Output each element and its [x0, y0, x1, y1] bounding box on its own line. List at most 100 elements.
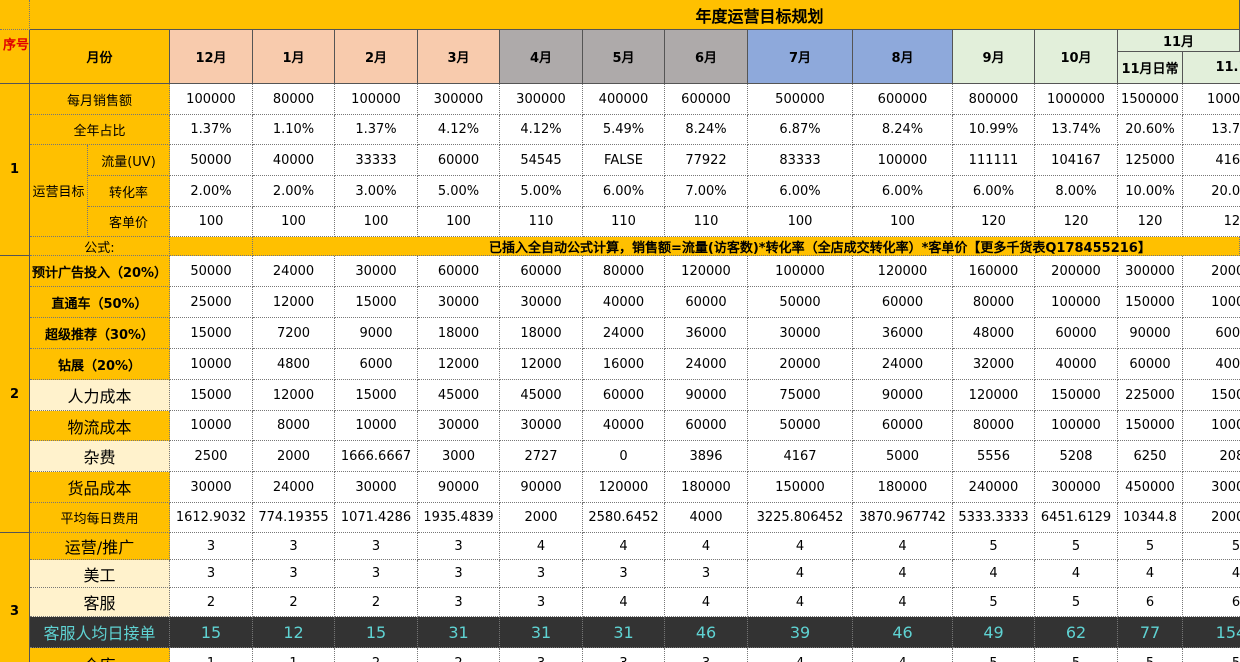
value-cell: 240000 [953, 472, 1035, 503]
value-cell: 90000 [665, 380, 748, 411]
value-cell: 41667 [1183, 145, 1240, 176]
value-cell: 3 [665, 560, 748, 588]
value-cell: 4 [665, 533, 748, 560]
value-cell: 6.00% [853, 176, 953, 207]
value-cell: 4 [748, 648, 853, 662]
value-cell: 36000 [665, 318, 748, 349]
value-cell: 450000 [1118, 472, 1183, 503]
value-cell: 15000 [170, 380, 253, 411]
value-cell: 3 [170, 533, 253, 560]
value-cell: 15000 [335, 380, 418, 411]
value-cell: 100 [418, 207, 500, 237]
month-cell: 6月 [665, 30, 748, 84]
value-cell: 4 [1118, 560, 1183, 588]
value-cell: 32000 [953, 349, 1035, 380]
row-label: 货品成本 [30, 472, 170, 503]
value-cell: 20.60% [1118, 115, 1183, 145]
value-cell: 30000 [748, 318, 853, 349]
value-cell: 4 [1035, 560, 1118, 588]
month-cell: 3月 [418, 30, 500, 84]
value-cell: 774.19355 [253, 503, 335, 533]
value-cell: 10.00% [1118, 176, 1183, 207]
value-cell: 15000 [335, 287, 418, 318]
value-cell: 200000 [1035, 256, 1118, 287]
row-label: 美工 [30, 560, 170, 588]
value-cell: 3000 [418, 441, 500, 472]
value-cell: 150000 [1183, 380, 1240, 411]
value-cell: 40000 [1035, 349, 1118, 380]
value-cell: 125000 [1118, 145, 1183, 176]
month-cell: 4月 [500, 30, 583, 84]
value-cell: 4.12% [418, 115, 500, 145]
month-cell: 5月 [583, 30, 665, 84]
value-cell: 40000 [583, 287, 665, 318]
nov-header: 11月 [1118, 30, 1240, 52]
value-cell: 3870.967742 [853, 503, 953, 533]
value-cell: 39 [748, 617, 853, 648]
value-cell: 60000 [1035, 318, 1118, 349]
value-cell: 3 [253, 560, 335, 588]
month-cell: 1月 [253, 30, 335, 84]
value-cell: 6250 [1118, 441, 1183, 472]
row-label: 超级推荐（30%） [30, 318, 170, 349]
value-cell: 2000 [500, 503, 583, 533]
value-cell: 120000 [953, 380, 1035, 411]
value-cell: 33333 [335, 145, 418, 176]
value-cell: 4 [583, 533, 665, 560]
value-cell: 60000 [500, 256, 583, 287]
month-cell: 9月 [953, 30, 1035, 84]
value-cell: 8.24% [665, 115, 748, 145]
value-cell: 5208 [1035, 441, 1118, 472]
value-cell: 7.00% [665, 176, 748, 207]
value-cell: 40000 [1183, 349, 1240, 380]
value-cell: 24000 [853, 349, 953, 380]
value-cell: 3 [583, 560, 665, 588]
row-label: 杂费 [30, 441, 170, 472]
value-cell: 54545 [500, 145, 583, 176]
value-cell: 2 [170, 588, 253, 617]
value-cell: 18000 [418, 318, 500, 349]
value-cell: 300000 [418, 84, 500, 115]
value-cell: 13.74% [1035, 115, 1118, 145]
value-cell: 4 [953, 560, 1035, 588]
value-cell: 49 [953, 617, 1035, 648]
value-cell: 10344.8 [1118, 503, 1183, 533]
value-cell: 5 [1118, 533, 1183, 560]
value-cell: 90000 [853, 380, 953, 411]
value-cell: 300000 [1035, 472, 1118, 503]
value-cell: 100000 [1035, 411, 1118, 441]
row-label: 运营/推广 [30, 533, 170, 560]
month-cell: 7月 [748, 30, 853, 84]
value-cell: 62 [1035, 617, 1118, 648]
row-label: 流量(UV) [88, 145, 170, 176]
value-cell: 300000 [1118, 256, 1183, 287]
value-cell: 150000 [748, 472, 853, 503]
value-cell: 36000 [853, 318, 953, 349]
value-cell: 2.00% [253, 176, 335, 207]
value-cell: 0 [583, 441, 665, 472]
value-cell: 100 [170, 207, 253, 237]
value-cell: 24000 [253, 472, 335, 503]
value-cell: 5 [953, 588, 1035, 617]
row-label: 人力成本 [30, 380, 170, 411]
value-cell: 120000 [583, 472, 665, 503]
formula-text: 已插入全自动公式计算，销售额=流量(访客数)*转化率（全店成交转化率）*客单价【… [253, 237, 1240, 256]
value-cell: 60000 [1183, 318, 1240, 349]
row-label: 客服人均日接单 [30, 617, 170, 648]
value-cell: 3 [500, 560, 583, 588]
value-cell: 1 [170, 648, 253, 662]
value-cell: 2.00% [170, 176, 253, 207]
value-cell: 225000 [1118, 380, 1183, 411]
value-cell: 6 [1183, 588, 1240, 617]
value-cell: 2727 [500, 441, 583, 472]
value-cell: 80000 [953, 287, 1035, 318]
value-cell: 1500000 [1118, 84, 1183, 115]
value-cell: 100 [853, 207, 953, 237]
nov-sub: 11.11 [1183, 52, 1240, 84]
value-cell: 110 [665, 207, 748, 237]
value-cell: 30000 [418, 287, 500, 318]
value-cell: 100000 [170, 84, 253, 115]
value-cell: 160000 [953, 256, 1035, 287]
value-cell: 180000 [665, 472, 748, 503]
value-cell: 100000 [335, 84, 418, 115]
